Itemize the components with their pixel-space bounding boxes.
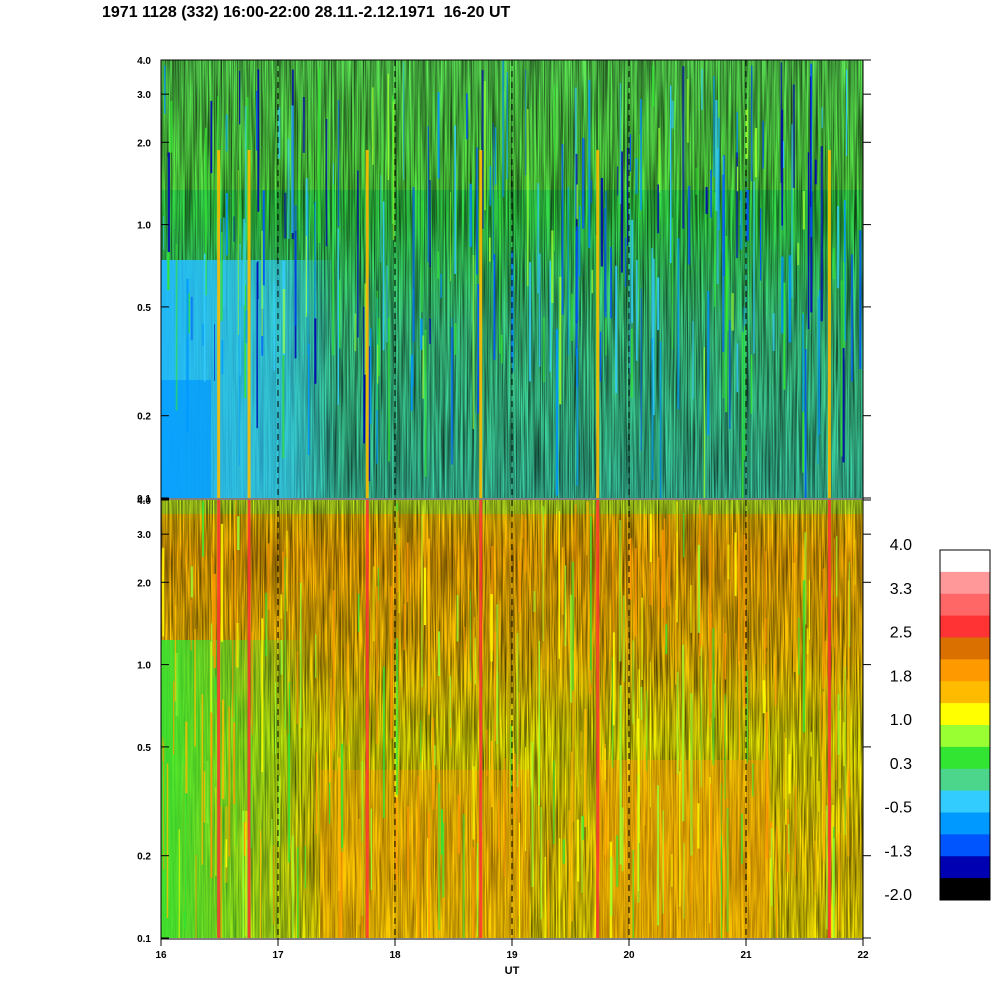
y-tick-label: 3.0 (137, 530, 151, 541)
y-tick-label: 0.1 (137, 934, 151, 945)
top-burst-streak (247, 150, 251, 498)
y-tick-label: 2.0 (137, 578, 151, 589)
y-tick-label: 0.5 (137, 743, 151, 754)
colorbar-segment (940, 725, 990, 748)
top-burst-streak (596, 150, 600, 498)
colorbar-label: 1.0 (890, 712, 912, 729)
y-tick-label: 1.0 (137, 661, 151, 672)
colorbar-segment (940, 812, 990, 835)
bottom-burst-streak (479, 500, 483, 938)
chart-title: 1971 1128 (332) 16:00-22:00 28.11.-2.12.… (102, 4, 511, 21)
x-tick-label: 21 (740, 950, 752, 961)
bottom-burst-streak (365, 500, 369, 938)
colorbar-segment (940, 637, 990, 660)
colorbar-segment (940, 878, 990, 901)
top-burst-streak (217, 150, 221, 498)
y-tick-label: 2.0 (137, 138, 151, 149)
colorbar-label: -1.3 (884, 843, 912, 860)
top-burst-streak (827, 150, 831, 498)
y-tick-label: 0.1 (137, 494, 151, 505)
colorbar-label: 2.5 (890, 625, 912, 642)
colorbar-segment (940, 659, 990, 682)
x-tick-label: 18 (389, 950, 401, 961)
bottom-panel (161, 500, 863, 938)
bottom-y-axis: 4.0 3.0 2.0 1.0 0.5 0.2 0.1 (137, 496, 871, 945)
bottom-burst-streak (827, 500, 831, 938)
y-tick-label: 0.2 (137, 412, 151, 423)
top-burst-streak (365, 150, 369, 498)
colorbar-segment (940, 593, 990, 617)
colorbar-segment (940, 550, 990, 573)
x-axis: 16 17 18 19 20 21 22 (155, 938, 869, 961)
colorbar-segment (940, 790, 990, 813)
x-tick-label: 20 (623, 950, 635, 961)
colorbar-label: 1.8 (890, 668, 912, 685)
colorbar-segment (940, 615, 990, 638)
colorbar-frame (939, 549, 991, 901)
x-tick-label: 19 (506, 950, 518, 961)
dashed-time-markers (277, 60, 747, 938)
colorbar-segment (940, 768, 990, 792)
top-panel (161, 60, 863, 498)
colorbar-segment (940, 746, 990, 770)
colorbar-segment (940, 681, 990, 704)
top-y-axis: 4.0 3.0 2.0 1.0 0.5 0.2 0.1 (137, 56, 871, 505)
y-tick-label: 4.0 (137, 56, 151, 67)
colorbar-label: 4.0 (890, 537, 912, 554)
y-tick-label: 4.0 (137, 496, 151, 507)
bottom-streaks (162, 500, 856, 938)
bottom-burst-streak (247, 500, 251, 938)
x-tick-label: 17 (272, 950, 284, 961)
colorbar-label: -0.5 (884, 800, 912, 817)
top-burst-streak (479, 150, 483, 498)
colorbar-label: -2.0 (884, 887, 912, 904)
top-streaks (163, 60, 863, 498)
y-tick-label: 0.2 (137, 852, 151, 863)
x-axis-label: UT (505, 965, 520, 977)
y-tick-label: 0.5 (137, 303, 151, 314)
colorbar-segment (940, 834, 990, 857)
bottom-burst-streak (596, 500, 600, 938)
colorbar-segment (940, 703, 990, 726)
colorbar: 4.0 3.3 2.5 1.8 1.0 0.3 -0.5 -1.3 -2.0 (884, 537, 991, 904)
colorbar-segment (940, 571, 990, 595)
x-tick-label: 16 (155, 950, 167, 961)
colorbar-label: 3.3 (890, 581, 912, 598)
y-tick-label: 1.0 (137, 221, 151, 232)
y-tick-label: 3.0 (137, 90, 151, 101)
colorbar-label: 0.3 (890, 756, 912, 773)
x-tick-label: 22 (857, 950, 869, 961)
colorbar-segment (940, 856, 990, 879)
bottom-burst-streak (217, 500, 221, 938)
